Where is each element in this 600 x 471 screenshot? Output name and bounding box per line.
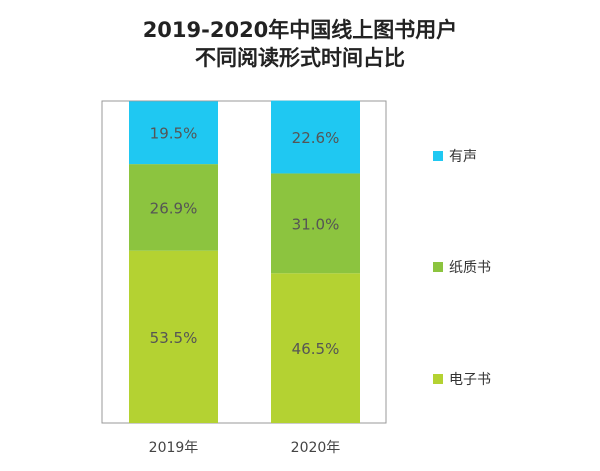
bar-segment: [271, 100, 360, 174]
legend-label: 有声: [449, 149, 477, 165]
chart-title: 2019-2020年中国线上图书用户: [142, 18, 458, 42]
legend-swatch: [433, 262, 443, 272]
x-tick-label: 2019年: [149, 440, 199, 456]
legend-swatch: [433, 151, 443, 161]
data-label: 31.0%: [292, 215, 340, 233]
legend-item: 有声: [433, 146, 477, 166]
legend-item: 电子书: [433, 369, 491, 389]
data-label: 53.5%: [150, 329, 198, 347]
legend-label: 纸质书: [449, 260, 491, 276]
legend-swatch: [433, 374, 443, 384]
bar-segment: [129, 164, 218, 251]
bar-segment: [129, 250, 218, 423]
plot-frame: [101, 100, 387, 424]
data-label: 46.5%: [292, 340, 340, 358]
legend-item: 纸质书: [433, 257, 491, 277]
data-label: 26.9%: [150, 199, 198, 217]
legend-label: 电子书: [449, 372, 491, 388]
data-label: 19.5%: [150, 125, 198, 143]
bar-segment: [271, 173, 360, 274]
data-label: 22.6%: [292, 129, 340, 147]
chart-subtitle: 不同阅读形式时间占比: [195, 46, 405, 70]
bar-segment: [271, 273, 360, 423]
bar-segment: [129, 101, 218, 165]
x-tick-label: 2020年: [291, 440, 341, 456]
